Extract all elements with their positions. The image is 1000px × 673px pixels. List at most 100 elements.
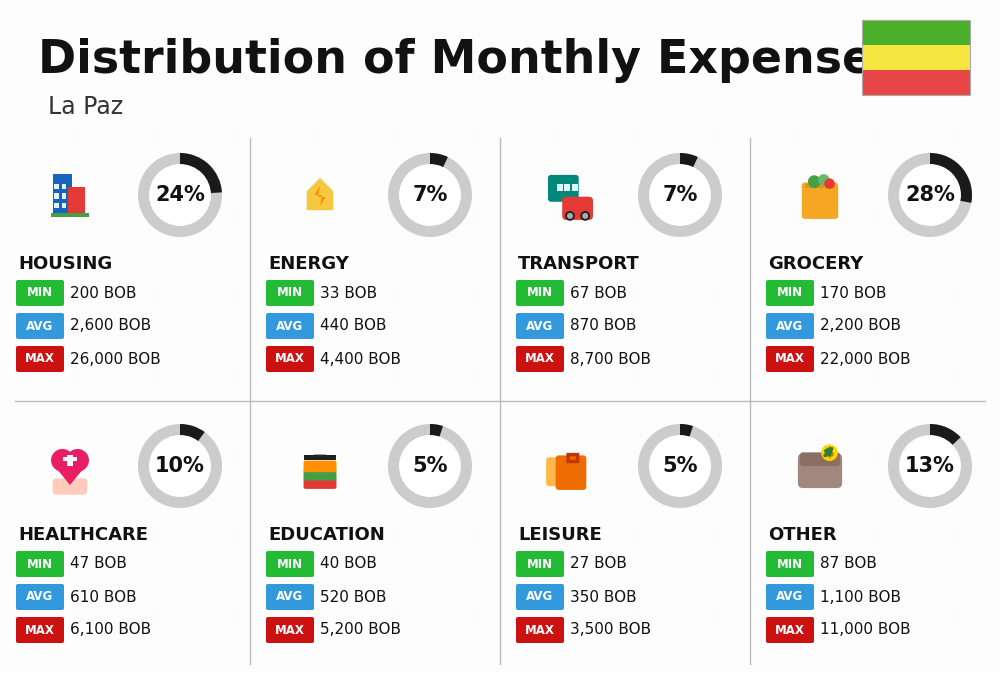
FancyBboxPatch shape	[304, 477, 336, 489]
FancyBboxPatch shape	[266, 346, 314, 372]
FancyBboxPatch shape	[16, 313, 64, 339]
Circle shape	[400, 435, 460, 496]
Text: 13%: 13%	[905, 456, 955, 476]
Text: 6,100 BOB: 6,100 BOB	[70, 623, 151, 637]
FancyBboxPatch shape	[54, 184, 59, 189]
Text: EDUCATION: EDUCATION	[268, 526, 385, 544]
Text: 11,000 BOB: 11,000 BOB	[820, 623, 911, 637]
FancyBboxPatch shape	[516, 280, 564, 306]
Circle shape	[583, 213, 587, 218]
FancyBboxPatch shape	[862, 45, 970, 70]
Circle shape	[650, 435, 710, 496]
Circle shape	[825, 179, 834, 188]
Text: MIN: MIN	[27, 287, 53, 299]
Text: MAX: MAX	[525, 353, 555, 365]
Text: TRANSPORT: TRANSPORT	[518, 255, 640, 273]
FancyBboxPatch shape	[766, 280, 814, 306]
FancyBboxPatch shape	[802, 182, 838, 219]
FancyBboxPatch shape	[800, 452, 840, 466]
Text: 2,200 BOB: 2,200 BOB	[820, 318, 901, 334]
Text: 8,700 BOB: 8,700 BOB	[570, 351, 651, 367]
Text: 610 BOB: 610 BOB	[70, 590, 137, 604]
Text: 170 BOB: 170 BOB	[820, 285, 887, 301]
Circle shape	[819, 175, 829, 185]
Circle shape	[822, 445, 837, 460]
Text: 520 BOB: 520 BOB	[320, 590, 386, 604]
FancyBboxPatch shape	[564, 184, 570, 191]
Text: 1,100 BOB: 1,100 BOB	[820, 590, 901, 604]
Text: 28%: 28%	[905, 185, 955, 205]
Text: OTHER: OTHER	[768, 526, 837, 544]
Circle shape	[581, 212, 589, 220]
FancyBboxPatch shape	[62, 203, 66, 209]
FancyBboxPatch shape	[862, 20, 970, 45]
Text: MAX: MAX	[275, 353, 305, 365]
Wedge shape	[180, 153, 222, 193]
Text: MIN: MIN	[27, 557, 53, 571]
Text: MAX: MAX	[775, 353, 805, 365]
Text: MAX: MAX	[275, 623, 305, 637]
Text: 870 BOB: 870 BOB	[570, 318, 637, 334]
Wedge shape	[888, 153, 972, 237]
FancyBboxPatch shape	[798, 454, 842, 488]
Text: 5%: 5%	[412, 456, 448, 476]
Text: MIN: MIN	[777, 557, 803, 571]
Circle shape	[650, 165, 710, 225]
Text: 26,000 BOB: 26,000 BOB	[70, 351, 161, 367]
Polygon shape	[307, 454, 333, 459]
Wedge shape	[388, 153, 472, 237]
Wedge shape	[930, 153, 972, 203]
FancyBboxPatch shape	[562, 197, 593, 220]
Circle shape	[809, 176, 820, 187]
Text: 200 BOB: 200 BOB	[70, 285, 136, 301]
Text: 4,400 BOB: 4,400 BOB	[320, 351, 401, 367]
Text: LEISURE: LEISURE	[518, 526, 602, 544]
Wedge shape	[888, 424, 972, 508]
FancyBboxPatch shape	[266, 551, 314, 577]
Text: 7%: 7%	[412, 185, 448, 205]
Polygon shape	[314, 186, 326, 207]
Wedge shape	[638, 153, 722, 237]
FancyBboxPatch shape	[68, 187, 85, 216]
Text: 40 BOB: 40 BOB	[320, 557, 377, 571]
Circle shape	[566, 212, 574, 220]
Text: HEALTHCARE: HEALTHCARE	[18, 526, 148, 544]
Text: 3,500 BOB: 3,500 BOB	[570, 623, 651, 637]
Text: 350 BOB: 350 BOB	[570, 590, 637, 604]
Circle shape	[900, 435, 960, 496]
FancyBboxPatch shape	[304, 469, 336, 481]
Text: ENERGY: ENERGY	[268, 255, 349, 273]
FancyBboxPatch shape	[62, 193, 66, 199]
Text: MAX: MAX	[525, 623, 555, 637]
FancyBboxPatch shape	[54, 193, 59, 199]
Text: 27 BOB: 27 BOB	[570, 557, 627, 571]
Circle shape	[400, 165, 460, 225]
Text: HOUSING: HOUSING	[18, 255, 112, 273]
FancyBboxPatch shape	[266, 617, 314, 643]
FancyBboxPatch shape	[51, 213, 89, 217]
FancyBboxPatch shape	[516, 346, 564, 372]
Text: AVG: AVG	[526, 320, 554, 332]
FancyBboxPatch shape	[304, 454, 336, 460]
Circle shape	[150, 165, 210, 225]
Circle shape	[67, 450, 88, 471]
Text: MAX: MAX	[775, 623, 805, 637]
Text: MAX: MAX	[25, 353, 55, 365]
Text: AVG: AVG	[776, 320, 804, 332]
Text: 5,200 BOB: 5,200 BOB	[320, 623, 401, 637]
Circle shape	[568, 213, 572, 218]
Circle shape	[52, 450, 73, 471]
Text: 2,600 BOB: 2,600 BOB	[70, 318, 151, 334]
Wedge shape	[180, 424, 205, 441]
FancyBboxPatch shape	[516, 617, 564, 643]
Text: 87 BOB: 87 BOB	[820, 557, 877, 571]
FancyBboxPatch shape	[556, 456, 586, 490]
FancyBboxPatch shape	[67, 454, 73, 466]
Polygon shape	[307, 178, 333, 210]
FancyBboxPatch shape	[16, 617, 64, 643]
Text: 22,000 BOB: 22,000 BOB	[820, 351, 911, 367]
Text: 33 BOB: 33 BOB	[320, 285, 377, 301]
Text: MIN: MIN	[277, 287, 303, 299]
FancyBboxPatch shape	[862, 70, 970, 95]
FancyBboxPatch shape	[16, 551, 64, 577]
